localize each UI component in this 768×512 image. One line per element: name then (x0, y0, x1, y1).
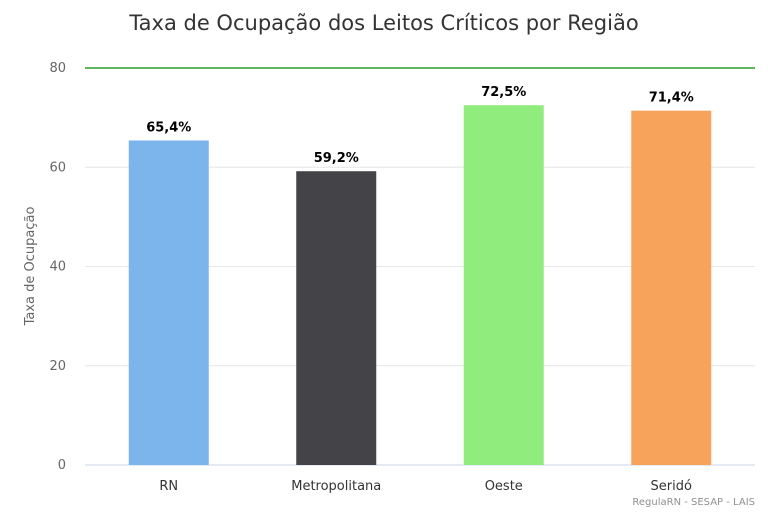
x-axis-ticks: RN Metropolitana Oeste Seridó (159, 479, 692, 494)
x-tick-label: Metropolitana (291, 479, 381, 494)
data-label: 71,4% (649, 91, 694, 106)
credits-text: RegulaRN - SESAP - LAIS (632, 497, 755, 508)
bar-metropolitana[interactable] (296, 171, 377, 465)
bar-seridó[interactable] (631, 110, 712, 466)
x-tick-label: Oeste (485, 479, 523, 494)
data-label: 59,2% (314, 151, 359, 166)
x-tick-label: Seridó (651, 479, 692, 494)
y-tick-label: 20 (49, 359, 66, 374)
y-axis-ticks: 0 20 40 60 80 (49, 61, 66, 473)
data-label: 65,4% (146, 120, 191, 135)
y-tick-label: 40 (49, 260, 66, 275)
bar-oeste[interactable] (463, 105, 544, 465)
y-tick-label: 80 (49, 61, 66, 76)
bar-rn[interactable] (128, 140, 209, 465)
chart-title: Taxa de Ocupação dos Leitos Críticos por… (128, 11, 638, 35)
x-tick-label: RN (159, 479, 178, 494)
data-labels: 65,4% 59,2% 72,5% 71,4% (146, 85, 694, 166)
bars (128, 105, 712, 466)
data-label: 72,5% (481, 85, 526, 100)
y-axis-title: Taxa de Ocupação (23, 207, 38, 327)
y-tick-label: 0 (58, 458, 66, 473)
y-tick-label: 60 (49, 160, 66, 175)
